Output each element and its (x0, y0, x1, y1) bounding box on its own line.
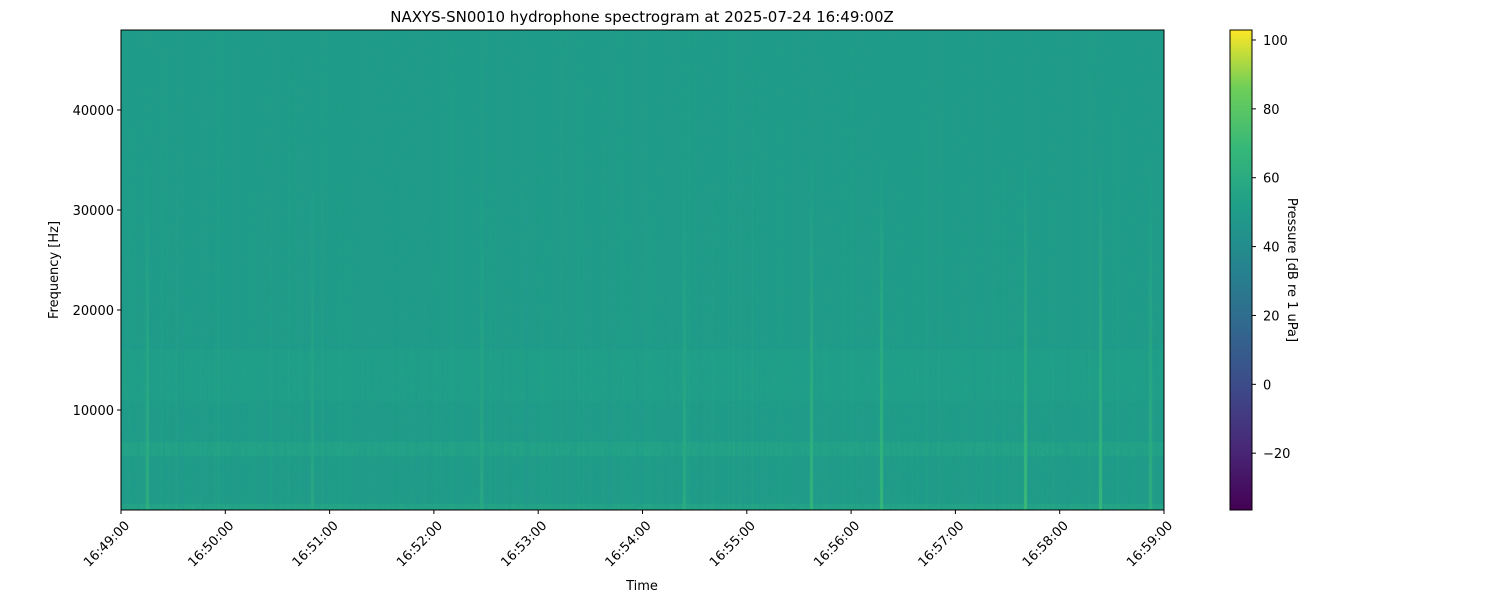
y-tick-label: 10000 (73, 404, 114, 419)
x-tick-label: 16:58:00 (1020, 518, 1072, 570)
colorbar-tick-label: 100 (1263, 34, 1288, 49)
x-tick-label: 16:56:00 (811, 518, 863, 570)
x-tick-label: 16:53:00 (498, 518, 550, 570)
x-axis-label: Time (625, 579, 658, 594)
colorbar-label: Pressure [dB re 1 uPa] (1284, 198, 1299, 342)
x-tick-label: 16:55:00 (707, 518, 759, 570)
colorbar-tick-label: 0 (1263, 378, 1271, 393)
colorbar (1229, 29, 1253, 511)
colorbar-tick-label: 60 (1263, 172, 1280, 187)
x-tick-label: 16:59:00 (1124, 518, 1176, 570)
y-tick-label: 20000 (73, 304, 114, 319)
colorbar-tick-label: −20 (1263, 447, 1290, 462)
x-tick-label: 16:57:00 (916, 518, 968, 570)
x-tick-label: 16:51:00 (290, 518, 342, 570)
colorbar-tick-label: 80 (1263, 103, 1280, 118)
x-tick-label: 16:50:00 (185, 518, 237, 570)
chart-title: NAXYS-SN0010 hydrophone spectrogram at 2… (390, 8, 894, 26)
y-tick-label: 40000 (73, 104, 114, 119)
colorbar-tick-label: 20 (1263, 309, 1280, 324)
plot-frame (120, 29, 1165, 511)
spectrogram-heatmap (121, 30, 1164, 510)
x-tick-label: 16:54:00 (603, 518, 655, 570)
x-tick-label: 16:52:00 (394, 518, 446, 570)
colorbar-tick-label: 40 (1263, 241, 1280, 256)
x-tick-label: 16:49:00 (81, 518, 133, 570)
y-axis-label: Frequency [Hz] (47, 221, 62, 319)
y-tick-label: 30000 (73, 204, 114, 219)
